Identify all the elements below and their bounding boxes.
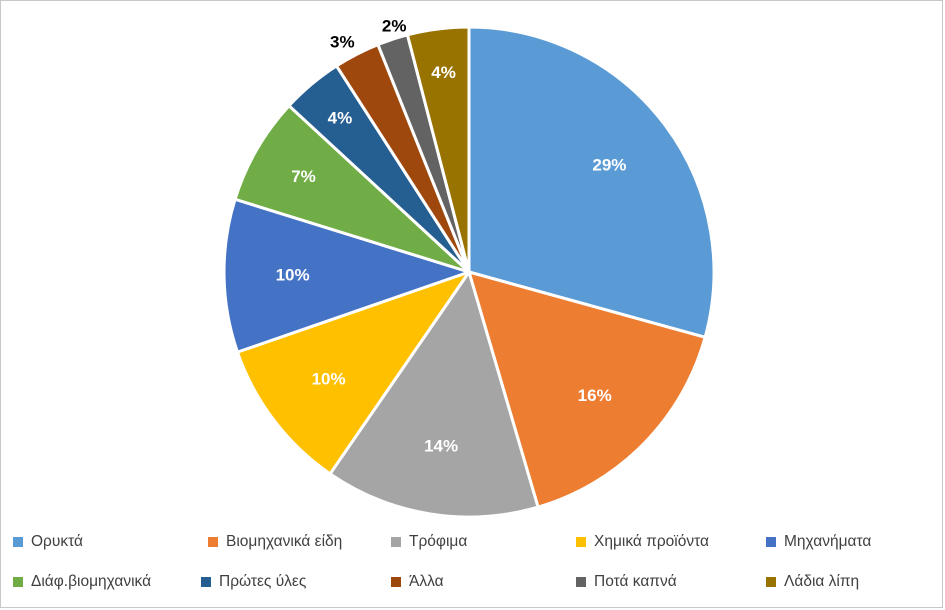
legend-row-2: Διάφ.βιομηχανικά Πρώτες ύλες Άλλα Ποτά καπν… (1, 570, 945, 594)
legend-swatch-10 (766, 577, 776, 587)
legend-swatch-7 (201, 577, 211, 587)
legend-item-4: Χημικά προϊόντα (576, 530, 709, 554)
legend-item-9: Ποτά καπνά (576, 570, 677, 594)
data-label-5: 10% (276, 265, 310, 284)
data-label-4: 10% (312, 369, 346, 388)
legend-item-10: Λάδια λίπη (766, 570, 859, 594)
legend-item-8: Άλλα (391, 570, 444, 594)
legend-swatch-4 (576, 537, 586, 547)
legend-swatch-1 (13, 537, 23, 547)
legend-label-9: Ποτά καπνά (594, 573, 677, 590)
pie-slice-3 (328, 270, 540, 519)
legend-item-5: Μηχανήματα (766, 530, 871, 554)
data-label-2: 16% (578, 386, 612, 405)
data-label-1: 29% (592, 156, 626, 175)
data-label-3: 14% (424, 437, 458, 456)
pie-slice-10 (405, 25, 471, 274)
pie-slice-4 (235, 270, 471, 476)
legend-swatch-5 (766, 537, 776, 547)
legend-label-4: Χημικά προϊόντα (594, 533, 709, 550)
legend-item-6: Διάφ.βιομηχανικά (13, 570, 151, 594)
legend-label-1: Ορυκτά (31, 533, 83, 550)
data-label-9: 2% (382, 16, 407, 35)
legend-swatch-6 (13, 577, 23, 587)
legend-swatch-2 (208, 537, 218, 547)
legend-label-10: Λάδια λίπη (784, 573, 860, 590)
legend-label-6: Διάφ.βιομηχανικά (31, 573, 152, 590)
legend-label-8: Άλλα (409, 573, 444, 590)
pie-slice-1 (467, 25, 716, 339)
pie-slice-2 (467, 270, 707, 509)
legend-item-3: Τρόφιμα (391, 530, 467, 554)
data-label-6: 7% (291, 167, 316, 186)
data-label-8: 3% (330, 32, 355, 51)
legend-label-3: Τρόφιμα (409, 533, 468, 550)
legend-swatch-3 (391, 537, 401, 547)
legend-row-1: Ορυκτά Βιομηχανικά είδη Τρόφιμα Χημικά προϊ… (1, 530, 945, 554)
legend-swatch-9 (576, 577, 586, 587)
legend-label-2: Βιομηχανικά είδη (226, 533, 343, 550)
data-label-7: 4% (328, 109, 353, 128)
legend-item-1: Ορυκτά (13, 530, 83, 554)
legend-label-5: Μηχανήματα (784, 533, 872, 550)
legend-label-7: Πρώτες ύλες (219, 573, 307, 590)
legend-item-2: Βιομηχανικά είδη (208, 530, 342, 554)
legend-item-7: Πρώτες ύλες (201, 570, 306, 594)
data-label-10: 4% (431, 63, 456, 82)
legend-swatch-8 (391, 577, 401, 587)
pie-chart: 29% 16% 14% 10% 10% 7% 4% 3% 2% 4% (222, 16, 716, 519)
pie-slice-6 (233, 104, 471, 274)
pie-slice-5 (222, 197, 471, 354)
